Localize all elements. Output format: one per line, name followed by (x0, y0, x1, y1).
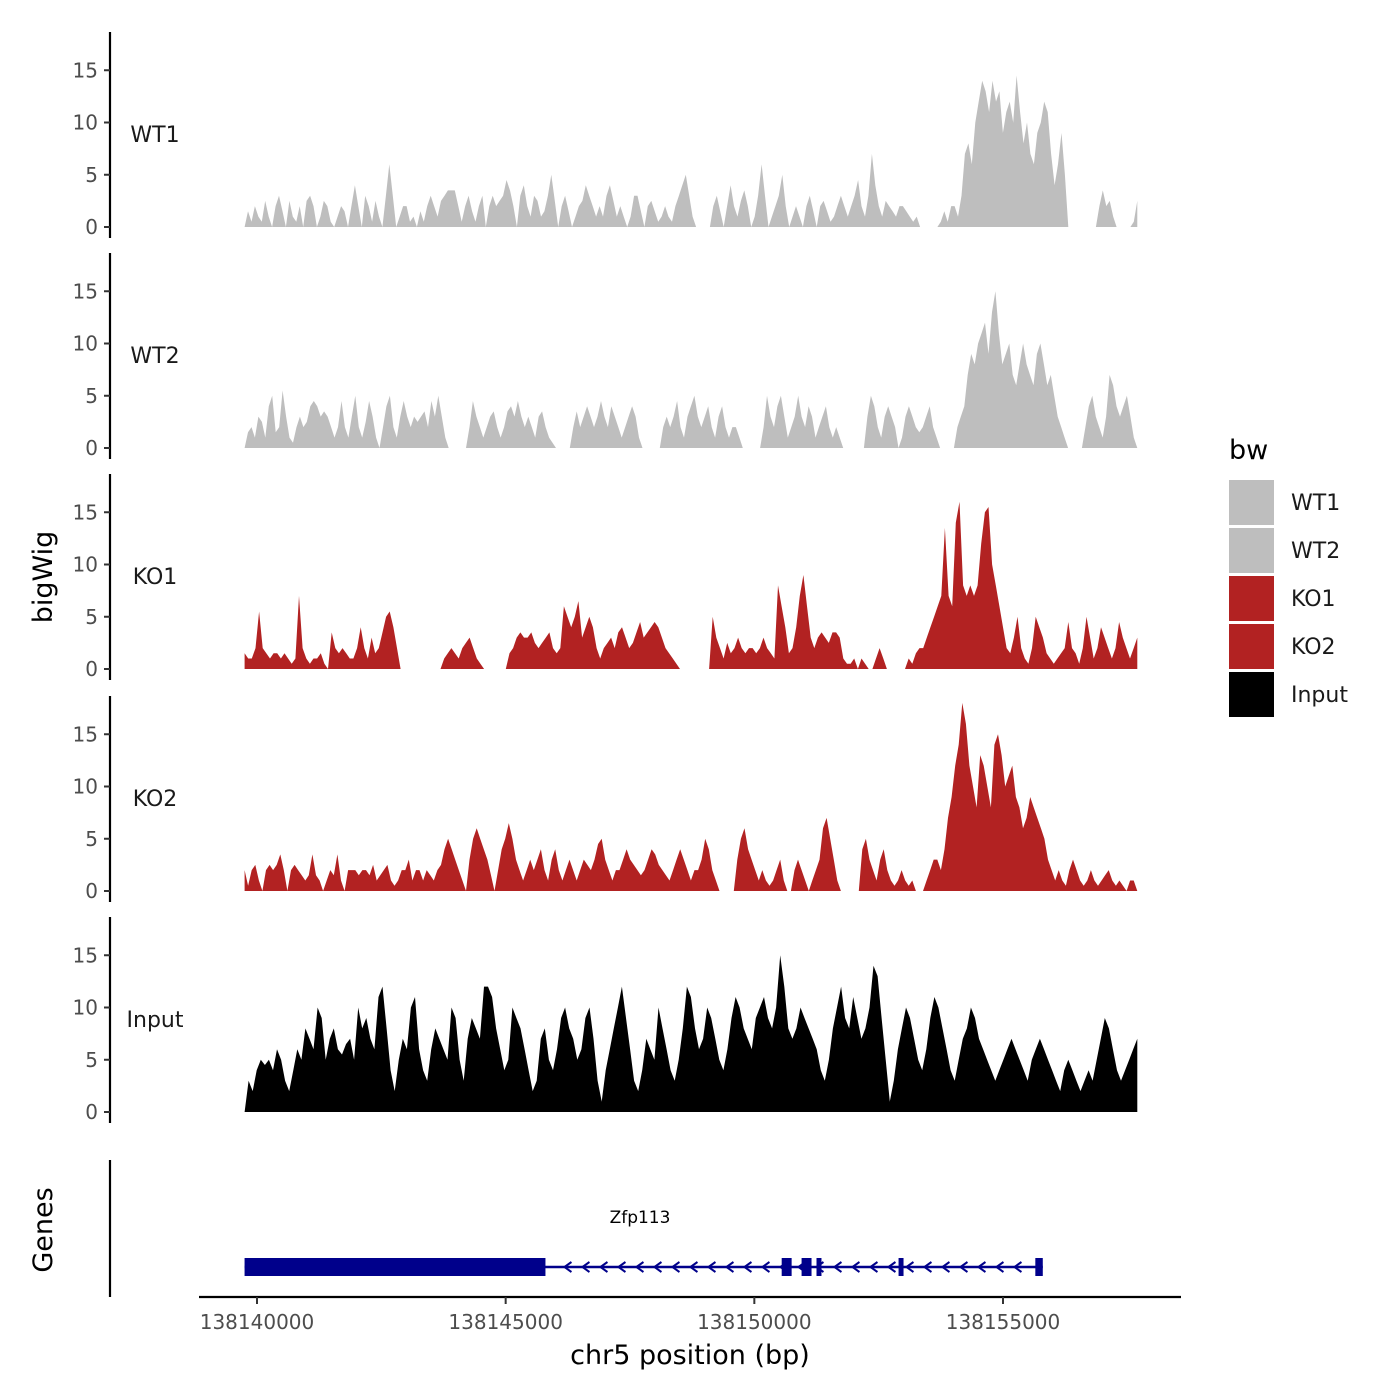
gene-exon (816, 1258, 822, 1276)
gene-name-label: Zfp113 (610, 1208, 671, 1228)
x-tick-label: 138155000 (946, 1310, 1061, 1334)
strand-arrow (634, 1261, 645, 1273)
x-tick-label: 138140000 (200, 1310, 315, 1334)
strand-arrow (670, 1261, 681, 1273)
strand-arrow (976, 1261, 987, 1273)
strand-arrow (598, 1261, 609, 1273)
x-axis-title: chr5 position (bp) (570, 1340, 810, 1371)
area-ko2 (244, 702, 1138, 891)
gene-exon (898, 1258, 904, 1276)
strand-arrow (724, 1261, 735, 1273)
strand-arrow (1012, 1261, 1023, 1273)
gene-exon (781, 1258, 792, 1276)
strand-arrow (562, 1261, 573, 1273)
gene-exon (244, 1258, 546, 1276)
gene-panel: Zfp113 (108, 1160, 1043, 1297)
track-label: KO2 (133, 787, 178, 812)
legend-label-wt1: WT1 (1291, 491, 1340, 516)
legend-key-wt1 (1229, 480, 1274, 525)
y-axis-title: bigWig (28, 531, 59, 624)
y-tick-label: 15 (73, 58, 98, 82)
strand-arrow (706, 1261, 717, 1273)
x-axis: 138140000 138145000 138150000 138155000 (199, 1295, 1181, 1334)
y-tick-label: 10 (73, 332, 98, 356)
legend-label-ko2: KO2 (1291, 635, 1336, 660)
gene-exon (1035, 1258, 1043, 1276)
strand-arrow (868, 1261, 879, 1273)
legend-key-input (1229, 672, 1274, 717)
signal-tracks: 0 5 10 15 WT1 0 5 10 15 WT2 0 5 10 15 KO1 0 5 10 15 KO2 0 5 10… (73, 32, 1138, 1124)
y-tick-label: 0 (85, 657, 98, 681)
track-label: KO1 (133, 565, 178, 590)
y-tick-label: 15 (73, 943, 98, 967)
area-wt1 (244, 75, 1138, 227)
y-tick-label: 5 (85, 163, 98, 187)
y-tick-label: 5 (85, 384, 98, 408)
track-label: Input (127, 1008, 184, 1033)
strand-arrow (742, 1261, 753, 1273)
y-tick-label: 15 (73, 500, 98, 524)
strand-arrow (940, 1261, 951, 1273)
strand-arrow (688, 1261, 699, 1273)
y-tick-label: 0 (85, 879, 98, 903)
strand-arrow (904, 1261, 915, 1273)
genes-axis-title: Genes (28, 1187, 59, 1272)
legend: bw WT1 WT2 KO1 KO2 Input (1229, 435, 1348, 717)
y-tick-label: 5 (85, 1048, 98, 1072)
area-wt2 (244, 291, 1138, 448)
y-tick-label: 0 (85, 436, 98, 460)
y-tick-label: 10 (73, 111, 98, 135)
y-tick-label: 15 (73, 279, 98, 303)
y-tick-label: 10 (73, 553, 98, 577)
y-tick-label: 10 (73, 775, 98, 799)
strand-arrow (580, 1261, 591, 1273)
strand-arrow (652, 1261, 663, 1273)
strand-arrow (958, 1261, 969, 1273)
strand-arrow (760, 1261, 771, 1273)
legend-label-wt2: WT2 (1291, 539, 1340, 564)
strand-arrow (994, 1261, 1005, 1273)
y-tick-label: 10 (73, 996, 98, 1020)
y-tick-label: 5 (85, 827, 98, 851)
strand-arrow (850, 1261, 861, 1273)
legend-key-ko2 (1229, 624, 1274, 669)
track-wt2: 0 5 10 15 WT2 (73, 253, 1138, 460)
area-input (244, 955, 1138, 1112)
x-tick-label: 138150000 (697, 1310, 812, 1334)
strand-arrow (616, 1261, 627, 1273)
legend-label-ko1: KO1 (1291, 587, 1336, 612)
legend-label-input: Input (1291, 683, 1348, 708)
area-ko1 (244, 501, 1138, 669)
track-label: WT2 (130, 344, 179, 369)
y-tick-label: 5 (85, 605, 98, 629)
gene-exon (801, 1258, 812, 1276)
y-tick-label: 0 (85, 1100, 98, 1124)
y-tick-label: 15 (73, 722, 98, 746)
strand-arrow (922, 1261, 933, 1273)
legend-title: bw (1229, 435, 1268, 466)
track-label: WT1 (130, 123, 179, 148)
y-tick-label: 0 (85, 215, 98, 239)
strand-arrow (832, 1261, 843, 1273)
x-tick-label: 138145000 (448, 1310, 563, 1334)
track-wt1: 0 5 10 15 WT1 (73, 32, 1138, 239)
track-ko1: 0 5 10 15 KO1 (73, 474, 1138, 681)
track-input: 0 5 10 15 Input (73, 917, 1138, 1124)
legend-key-ko1 (1229, 576, 1274, 621)
track-ko2: 0 5 10 15 KO2 (73, 696, 1138, 903)
legend-key-wt2 (1229, 528, 1274, 573)
strand-arrow (886, 1261, 897, 1273)
